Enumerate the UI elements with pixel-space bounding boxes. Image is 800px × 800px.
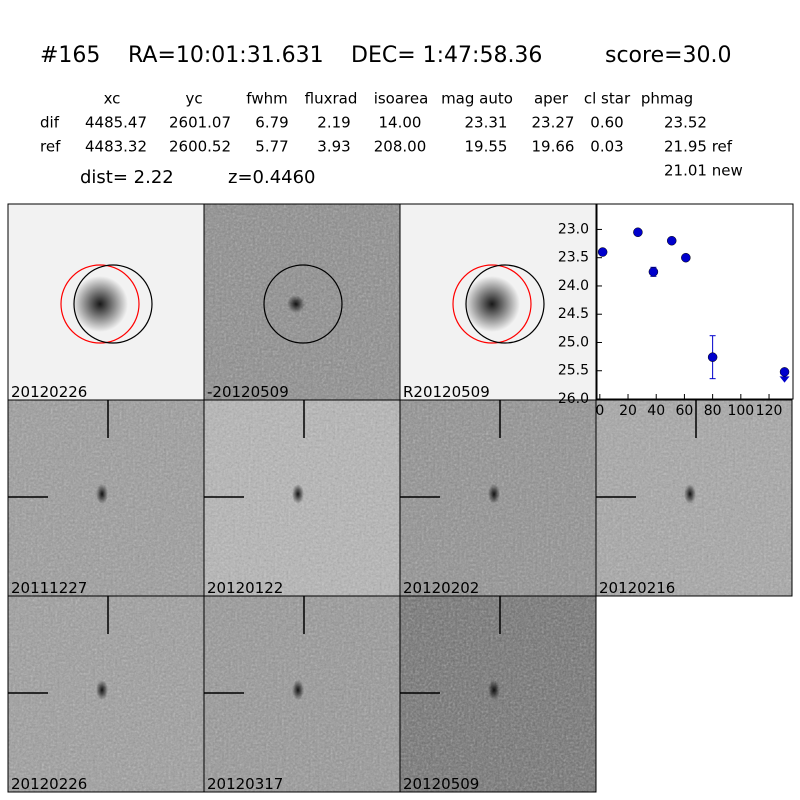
cell: 4485.47 [85, 114, 147, 132]
y-tick-label: 23.0 [558, 221, 589, 237]
stamp-label: 20120509 [403, 775, 479, 793]
point [707, 352, 718, 362]
y-tick-label: 24.5 [558, 306, 589, 322]
dec: DEC= 1:47:58.36 [351, 43, 542, 68]
cell: 5.77 [255, 138, 288, 156]
col-header: xc [104, 90, 121, 108]
stamp-frame [399, 595, 597, 793]
source [96, 680, 108, 700]
x-tick-label: 40 [647, 403, 665, 419]
col-header: phmag [641, 90, 693, 108]
x-tick-label: 120 [756, 403, 783, 419]
cell: 23.31 [465, 114, 508, 132]
col-header: isoarea [374, 90, 429, 108]
plot-area [596, 203, 794, 400]
row-label: ref [40, 138, 61, 156]
galaxy [72, 276, 128, 332]
point [681, 252, 691, 263]
x-tick-label: 100 [727, 403, 754, 419]
cell: 0.03 [590, 138, 623, 156]
score: score=30.0 [605, 43, 732, 68]
ref-circle [60, 264, 140, 344]
dist: dist= 2.22 [80, 167, 174, 188]
cell: 4483.32 [85, 138, 147, 156]
galaxy [464, 276, 520, 332]
x-tick-label: 20 [619, 403, 637, 419]
cand-id: #165 [40, 43, 100, 68]
source [292, 484, 304, 504]
cell: 23.27 [532, 114, 575, 132]
row-label: dif [40, 114, 60, 132]
cell: 2600.52 [169, 138, 231, 156]
ra: RA=10:01:31.631 [128, 43, 324, 68]
y-tick-label: 25.0 [558, 334, 589, 350]
dif-circle [263, 264, 343, 344]
point [779, 367, 790, 377]
source [488, 680, 500, 700]
stamp-frame [595, 399, 793, 597]
cell: 6.79 [255, 114, 288, 132]
cell: 19.66 [532, 138, 575, 156]
stamp-label: R20120509 [403, 383, 490, 401]
col-header: fwhm [246, 90, 287, 108]
point [648, 267, 659, 277]
cell: 3.93 [317, 138, 350, 156]
stamp-label: 20120202 [403, 579, 479, 597]
point [597, 247, 608, 257]
stamp-label: 20120317 [207, 775, 283, 793]
col-header: fluxrad [305, 90, 358, 108]
source [292, 680, 304, 700]
light-curve: 23.0 23.5 24.0 24.5 25.0 25.5 26.0 0 20 40 60 80 100… [558, 203, 794, 419]
redshift: z=0.4460 [228, 167, 316, 188]
cell: 2.19 [317, 114, 350, 132]
stamp-label: -20120509 [207, 383, 289, 401]
ref-circle [452, 264, 532, 344]
x-tick-label: 80 [704, 403, 722, 419]
cell: 23.52 [664, 114, 707, 132]
y-tick-label: 23.5 [558, 250, 589, 266]
cell: 2601.07 [169, 114, 231, 132]
col-header: mag auto [441, 90, 513, 108]
dif-circle [73, 264, 153, 344]
stamp-label: 20120216 [599, 579, 675, 597]
cell: 0.60 [590, 114, 623, 132]
x-tick-label: 0 [595, 403, 604, 419]
source [287, 295, 305, 313]
y-tick-label: 26.0 [558, 391, 589, 407]
y-tick-label: 24.0 [558, 278, 589, 294]
stamp-label: 20120122 [207, 579, 283, 597]
source [684, 484, 696, 504]
col-header: aper [534, 90, 569, 108]
col-header: yc [185, 90, 202, 108]
dif-circle [465, 264, 545, 344]
x-tick-label: 60 [676, 403, 694, 419]
point [666, 235, 677, 246]
cell: 21.95 ref [664, 138, 733, 156]
cell: 14.00 [379, 114, 422, 132]
point [633, 227, 643, 238]
source [488, 484, 500, 504]
stamp-label: 20120226 [11, 775, 87, 793]
stamp-label: 20120226 [11, 383, 87, 401]
stamp-label: 20111227 [11, 579, 87, 597]
cell: 208.00 [374, 138, 427, 156]
phmag-new: 21.01 new [664, 162, 743, 180]
cell: 19.55 [465, 138, 508, 156]
y-tick-label: 25.5 [558, 363, 589, 379]
source [96, 484, 108, 504]
col-header: cl star [584, 90, 631, 108]
